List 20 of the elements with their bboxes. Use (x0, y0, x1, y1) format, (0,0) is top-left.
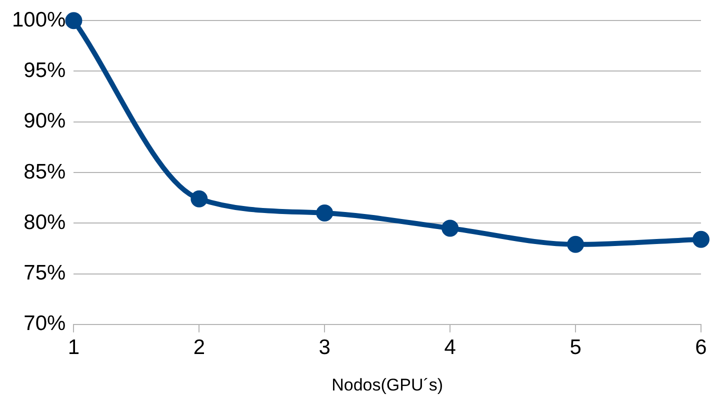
point (692, 230, 710, 248)
point (567, 236, 584, 253)
x-axis-title: Nodos(GPU´s) (332, 375, 444, 394)
y-tick-label: 75% (24, 262, 66, 285)
point (442, 220, 459, 237)
x-tick-label: 6 (695, 336, 707, 359)
point (190, 190, 208, 208)
point (65, 12, 82, 30)
y-tick-label: 95% (24, 59, 66, 82)
y-tick-label: 70% (24, 312, 66, 336)
point (316, 204, 334, 222)
x-tick-label: 3 (318, 336, 330, 359)
x-tick-label: 2 (193, 336, 206, 359)
y-tick-label: 80% (24, 210, 66, 234)
y-tick-label: 90% (24, 110, 66, 133)
y-tick-label: 100% (12, 8, 66, 32)
x-tick-label: 5 (570, 336, 582, 359)
y-tick-label: 85% (24, 160, 66, 184)
x-tick-label: 1 (68, 336, 80, 359)
x-tick-label: 4 (444, 336, 456, 359)
